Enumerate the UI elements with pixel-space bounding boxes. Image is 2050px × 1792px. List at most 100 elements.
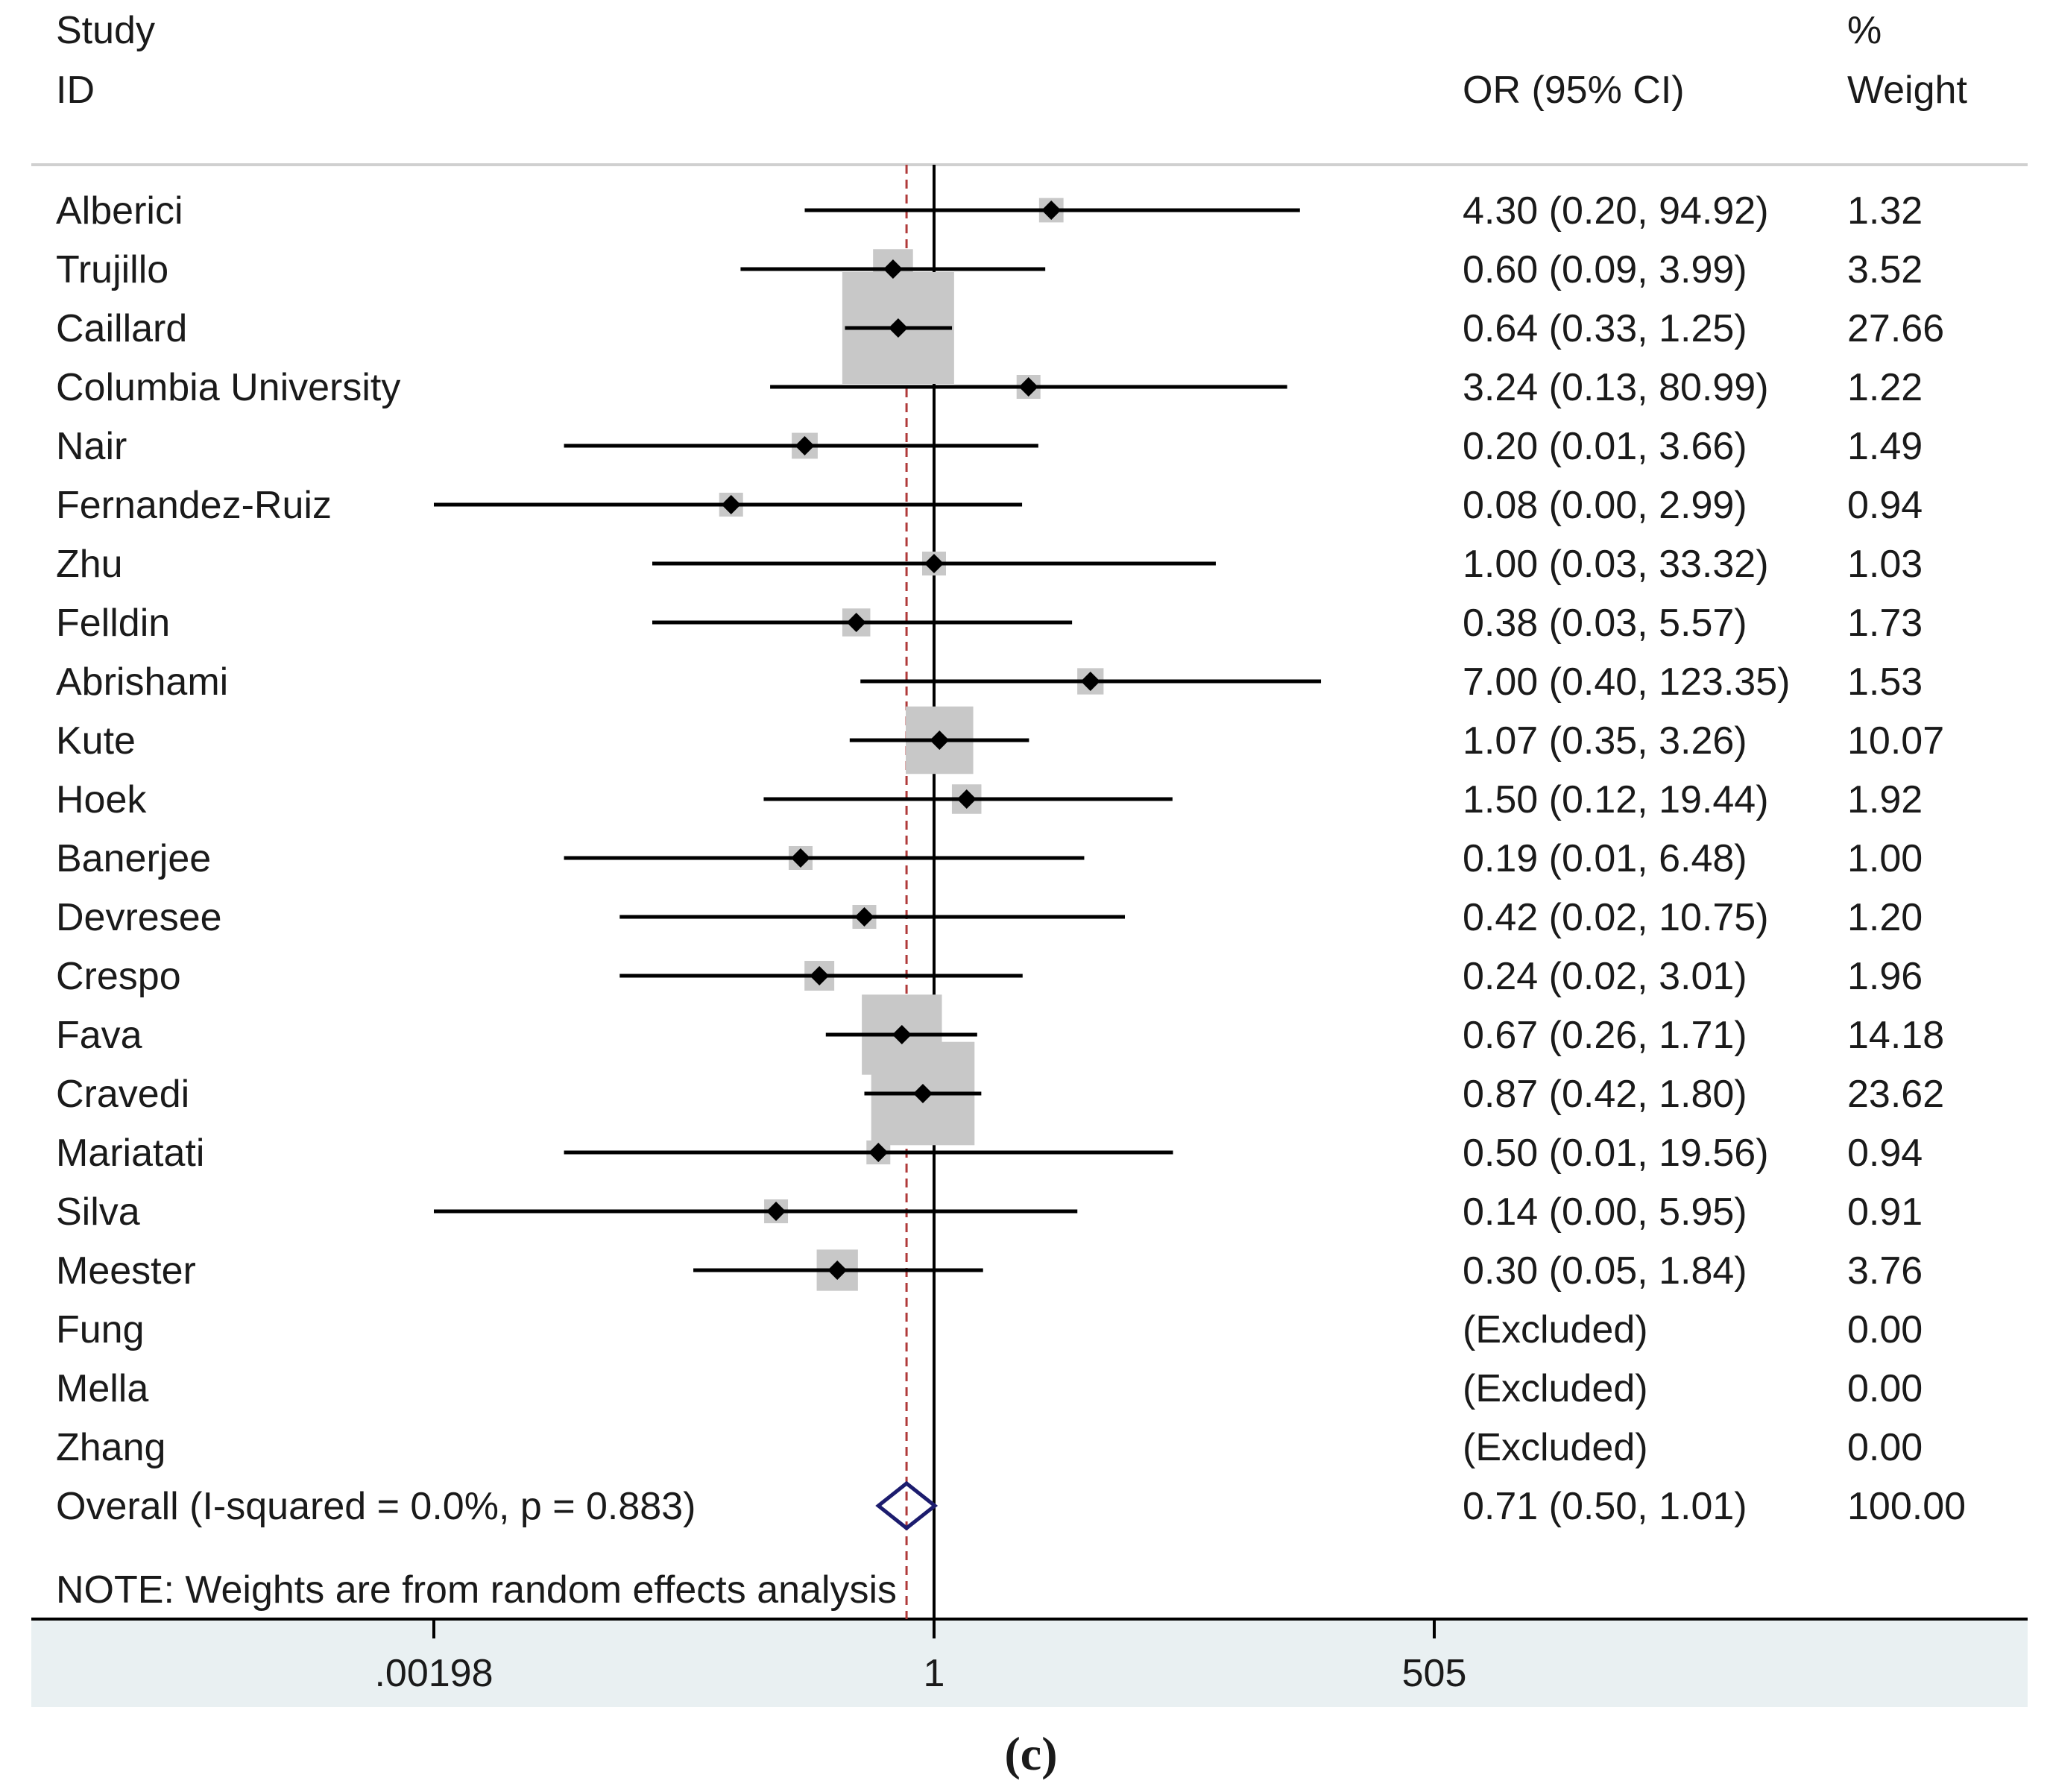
- point-estimate: [790, 848, 810, 868]
- study-or-ci: 0.19 (0.01, 6.48): [1463, 837, 1747, 880]
- point-estimate: [892, 1025, 912, 1044]
- study-or-ci: 1.07 (0.35, 3.26): [1463, 719, 1747, 763]
- overall-or-ci: 0.71 (0.50, 1.01): [1463, 1485, 1747, 1528]
- header-weight: Weight: [1847, 69, 1967, 112]
- header: Study ID OR (95% CI) % Weight: [56, 9, 1967, 112]
- header-id: ID: [56, 69, 95, 112]
- study-or-ci: 3.24 (0.13, 80.99): [1463, 366, 1769, 409]
- point-estimate: [827, 1261, 848, 1280]
- x-tick-label: .00198: [374, 1652, 493, 1695]
- study-weight: 0.94: [1847, 484, 1923, 527]
- study-or-ci: 0.30 (0.05, 1.84): [1463, 1249, 1747, 1293]
- x-tick-label: 1: [924, 1652, 945, 1695]
- study-label: Fernandez-Ruiz: [56, 484, 332, 527]
- study-or-ci: 0.14 (0.00, 5.95): [1463, 1190, 1747, 1234]
- point-estimate: [868, 1143, 889, 1162]
- study-label: Trujillo: [56, 248, 168, 291]
- study-or-ci: (Excluded): [1463, 1426, 1648, 1469]
- point-estimate: [930, 731, 950, 750]
- study-weight: 1.00: [1847, 837, 1923, 880]
- header-percent: %: [1847, 9, 1882, 52]
- study-label: Devresee: [56, 896, 222, 939]
- study-or-ci: 1.50 (0.12, 19.44): [1463, 778, 1769, 821]
- study-or-ci: 0.87 (0.42, 1.80): [1463, 1073, 1747, 1116]
- study-label: Zhu: [56, 543, 123, 586]
- study-weight: 1.20: [1847, 896, 1923, 939]
- study-label: Alberici: [56, 189, 183, 233]
- study-weight: 1.53: [1847, 660, 1923, 704]
- study-weight: 1.96: [1847, 955, 1923, 998]
- study-weight: 0.00: [1847, 1426, 1923, 1469]
- study-or-ci: 0.38 (0.03, 5.57): [1463, 602, 1747, 645]
- study-weight: 27.66: [1847, 307, 1944, 350]
- header-or-ci: OR (95% CI): [1463, 69, 1685, 112]
- study-or-ci: 0.64 (0.33, 1.25): [1463, 307, 1747, 350]
- study-label: Mariatati: [56, 1132, 204, 1175]
- study-weight: 0.00: [1847, 1367, 1923, 1410]
- overall-label: Overall (I-squared = 0.0%, p = 0.883): [56, 1485, 696, 1528]
- study-weight: 0.91: [1847, 1190, 1923, 1234]
- study-or-ci: 0.08 (0.00, 2.99): [1463, 484, 1747, 527]
- study-weight: 23.62: [1847, 1073, 1944, 1116]
- point-estimate: [854, 907, 874, 927]
- study-weight: 3.52: [1847, 248, 1923, 291]
- point-estimate: [810, 966, 830, 985]
- study-or-ci: 0.67 (0.26, 1.71): [1463, 1014, 1747, 1057]
- point-estimate: [721, 495, 741, 514]
- study-label: Fava: [56, 1014, 142, 1057]
- point-estimate: [766, 1202, 786, 1221]
- study-label: Fung: [56, 1308, 145, 1351]
- study-or-ci: 7.00 (0.40, 123.35): [1463, 660, 1790, 704]
- point-estimate: [1041, 201, 1062, 220]
- study-weight: 0.94: [1847, 1132, 1923, 1175]
- study-or-ci: 0.50 (0.01, 19.56): [1463, 1132, 1769, 1175]
- study-label: Silva: [56, 1190, 140, 1234]
- point-estimate: [888, 318, 908, 338]
- study-label: Kute: [56, 719, 136, 763]
- study-or-ci: (Excluded): [1463, 1367, 1648, 1410]
- study-label: Hoek: [56, 778, 147, 821]
- figure-caption: (c): [1004, 1727, 1057, 1780]
- point-estimate: [1018, 377, 1038, 397]
- point-estimate: [924, 554, 944, 573]
- study-weight: 10.07: [1847, 719, 1944, 763]
- study-weight: 1.22: [1847, 366, 1923, 409]
- point-estimate: [912, 1084, 933, 1103]
- point-estimate: [795, 436, 815, 455]
- point-estimate: [1080, 672, 1100, 691]
- x-tick-label: 505: [1402, 1652, 1467, 1695]
- study-or-ci: (Excluded): [1463, 1308, 1648, 1351]
- study-label: Nair: [56, 425, 127, 468]
- study-or-ci: 1.00 (0.03, 33.32): [1463, 543, 1769, 586]
- study-weight: 0.00: [1847, 1308, 1923, 1351]
- study-weight: 3.76: [1847, 1249, 1923, 1293]
- study-label: Columbia University: [56, 366, 400, 409]
- study-label: Meester: [56, 1249, 196, 1293]
- study-weight: 1.73: [1847, 602, 1923, 645]
- study-or-ci: 0.60 (0.09, 3.99): [1463, 248, 1747, 291]
- point-estimate: [883, 259, 903, 279]
- study-label: Cravedi: [56, 1073, 189, 1116]
- study-label: Caillard: [56, 307, 187, 350]
- study-label: Abrishami: [56, 660, 228, 704]
- overall-diamond: [875, 1480, 939, 1531]
- header-study: Study: [56, 9, 155, 52]
- study-or-ci: 0.20 (0.01, 3.66): [1463, 425, 1747, 468]
- study-weight: 14.18: [1847, 1014, 1944, 1057]
- point-estimate: [956, 789, 977, 809]
- overall-weight: 100.00: [1847, 1485, 1966, 1528]
- study-or-ci: 0.42 (0.02, 10.75): [1463, 896, 1769, 939]
- note-text: NOTE: Weights are from random effects an…: [56, 1568, 897, 1612]
- study-or-ci: 4.30 (0.20, 94.92): [1463, 189, 1769, 233]
- study-label: Banerjee: [56, 837, 211, 880]
- study-weight: 1.92: [1847, 778, 1923, 821]
- study-or-ci: 0.24 (0.02, 3.01): [1463, 955, 1747, 998]
- study-weight: 1.49: [1847, 425, 1923, 468]
- study-weight: 1.03: [1847, 543, 1923, 586]
- point-estimate: [846, 613, 866, 632]
- x-axis-band: [31, 1619, 2028, 1707]
- study-label: Mella: [56, 1367, 148, 1410]
- study-label: Felldin: [56, 602, 170, 645]
- study-label: Crespo: [56, 955, 181, 998]
